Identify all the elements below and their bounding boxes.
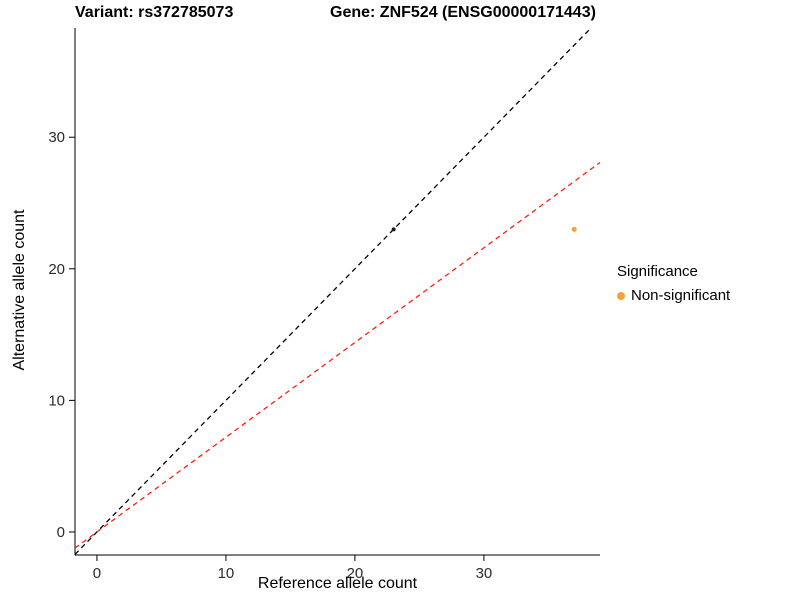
variant-title: Variant: rs372785073 [75, 4, 234, 21]
y-tick-label: 10 [48, 392, 65, 409]
data-point [571, 226, 577, 232]
y-axis-label: Alternative allele count [11, 209, 28, 371]
data-point [391, 227, 396, 232]
ratio-line [74, 161, 601, 549]
y-tick-label: 20 [48, 261, 65, 278]
legend-item-label: Non-significant [631, 287, 731, 304]
y-tick-label: 0 [57, 524, 65, 541]
x-tick-label: 0 [93, 565, 101, 582]
legend-item-non-significant: Non-significant [617, 287, 730, 304]
y-tick-label: 30 [48, 129, 65, 146]
identity-line [74, 27, 592, 555]
x-tick-label: 30 [476, 565, 493, 582]
x-axis-label: Reference allele count [257, 575, 418, 592]
x-tick-label: 10 [218, 565, 235, 582]
x-tick-label: 20 [347, 565, 364, 582]
legend-title: Significance [617, 263, 698, 280]
legend: Significance Non-significant [617, 263, 730, 304]
legend-dot-icon [617, 291, 625, 300]
gene-title: Gene: ZNF524 (ENSG00000171443) [330, 4, 596, 21]
